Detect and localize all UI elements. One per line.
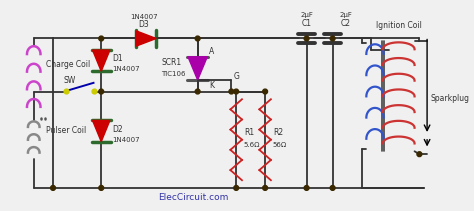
Text: SW: SW (64, 76, 76, 85)
Circle shape (229, 89, 234, 94)
Circle shape (92, 89, 97, 94)
Polygon shape (92, 120, 110, 142)
Circle shape (263, 185, 267, 190)
Circle shape (263, 89, 267, 94)
Circle shape (195, 89, 200, 94)
Text: TIC106: TIC106 (161, 71, 185, 77)
Text: D1: D1 (112, 54, 122, 63)
Circle shape (99, 89, 104, 94)
Circle shape (330, 185, 335, 190)
Polygon shape (92, 50, 110, 71)
Text: SCR1: SCR1 (161, 58, 181, 67)
Circle shape (99, 36, 104, 41)
Text: R2: R2 (273, 127, 283, 137)
Circle shape (234, 89, 238, 94)
Text: C1: C1 (301, 19, 311, 28)
Text: Pulser Coil: Pulser Coil (46, 126, 87, 135)
Text: D3: D3 (138, 20, 149, 30)
Text: 5.6Ω: 5.6Ω (244, 142, 260, 147)
Text: 56Ω: 56Ω (273, 142, 287, 147)
Text: C2: C2 (341, 19, 351, 28)
Circle shape (330, 36, 335, 41)
Text: G: G (233, 72, 239, 81)
Text: A: A (209, 47, 214, 57)
Circle shape (234, 185, 238, 190)
Text: 1N4007: 1N4007 (130, 14, 157, 20)
Circle shape (99, 185, 104, 190)
Text: ElecCircuit.com: ElecCircuit.com (158, 193, 228, 202)
Text: K: K (209, 81, 214, 90)
Text: 1N4007: 1N4007 (112, 66, 139, 72)
Text: 2μF: 2μF (340, 12, 353, 18)
Text: D2: D2 (112, 125, 122, 134)
Polygon shape (136, 31, 156, 46)
Circle shape (195, 36, 200, 41)
Text: Charge Coil: Charge Coil (46, 60, 91, 69)
Text: R1: R1 (244, 127, 254, 137)
Text: 1N4007: 1N4007 (112, 137, 139, 143)
Circle shape (64, 89, 69, 94)
Text: Ignition Coil: Ignition Coil (376, 22, 422, 30)
Circle shape (304, 36, 309, 41)
Circle shape (417, 152, 422, 157)
Text: 2μF: 2μF (300, 12, 313, 18)
Text: Sparkplug: Sparkplug (431, 94, 470, 103)
Circle shape (51, 185, 55, 190)
Circle shape (304, 185, 309, 190)
Polygon shape (188, 57, 207, 80)
